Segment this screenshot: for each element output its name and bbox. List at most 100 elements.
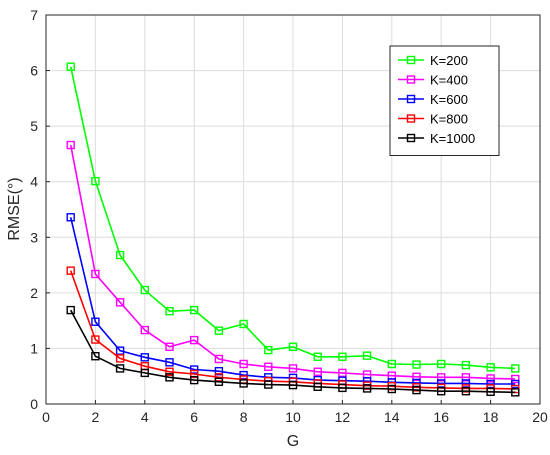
data-point bbox=[288, 380, 298, 390]
data-point bbox=[313, 352, 322, 361]
data-point bbox=[189, 335, 199, 345]
data-point bbox=[165, 373, 174, 382]
x-tick-label: 6 bbox=[190, 409, 198, 425]
legend-marker bbox=[406, 133, 416, 143]
data-point bbox=[189, 365, 199, 374]
y-tick-label: 1 bbox=[30, 340, 38, 356]
x-tick-label: 20 bbox=[532, 409, 548, 425]
data-point bbox=[362, 384, 372, 393]
data-point bbox=[511, 364, 520, 373]
data-point bbox=[338, 383, 347, 393]
data-point bbox=[165, 367, 174, 376]
legend-marker bbox=[406, 94, 416, 104]
x-axis-label: G bbox=[287, 433, 299, 450]
y-tick-label: 0 bbox=[30, 396, 38, 412]
data-point bbox=[214, 373, 224, 382]
series-group bbox=[66, 62, 520, 397]
legend-label: K=600 bbox=[430, 92, 468, 107]
data-point bbox=[486, 387, 495, 396]
data-point bbox=[115, 364, 125, 373]
legend-entry: K=400 bbox=[398, 73, 468, 88]
data-point bbox=[91, 352, 100, 361]
x-tick-label: 14 bbox=[384, 409, 400, 425]
data-point bbox=[313, 367, 322, 376]
y-tick-label: 5 bbox=[30, 118, 38, 134]
data-point bbox=[214, 326, 224, 335]
data-point bbox=[412, 360, 421, 369]
y-tick-label: 4 bbox=[30, 174, 38, 190]
data-point bbox=[511, 388, 520, 397]
data-point bbox=[486, 363, 495, 372]
data-point bbox=[239, 370, 248, 380]
y-axis-label: RMSE(°) bbox=[6, 177, 23, 240]
data-point bbox=[66, 62, 75, 71]
legend-label: K=400 bbox=[430, 73, 468, 88]
data-point bbox=[437, 379, 446, 388]
data-point bbox=[189, 375, 199, 385]
data-point bbox=[239, 319, 248, 329]
x-tick-label: 16 bbox=[433, 409, 449, 425]
legend-entry: K=800 bbox=[398, 112, 468, 127]
data-point bbox=[140, 285, 150, 295]
data-point bbox=[165, 306, 174, 316]
data-point bbox=[437, 359, 446, 369]
data-point bbox=[387, 359, 396, 369]
data-point bbox=[140, 353, 150, 362]
legend-label: K=1000 bbox=[430, 131, 475, 146]
data-point bbox=[412, 372, 421, 381]
data-point bbox=[91, 335, 100, 344]
legend-label: K=200 bbox=[430, 53, 468, 68]
data-point bbox=[165, 358, 174, 367]
legend-entry: K=200 bbox=[398, 53, 468, 68]
x-tick-label: 8 bbox=[240, 409, 248, 425]
data-point bbox=[461, 360, 471, 370]
y-tick-label: 7 bbox=[30, 7, 38, 23]
x-tick-label: 0 bbox=[42, 409, 50, 425]
data-point bbox=[189, 369, 199, 379]
data-point bbox=[66, 213, 75, 222]
data-point bbox=[437, 387, 446, 396]
data-point bbox=[264, 345, 273, 355]
series-k-1000 bbox=[66, 305, 520, 397]
data-point bbox=[165, 342, 174, 351]
data-point bbox=[239, 379, 248, 388]
data-point bbox=[66, 266, 75, 275]
data-point bbox=[412, 385, 421, 395]
legend-entry: K=1000 bbox=[398, 131, 475, 146]
series-line bbox=[69, 309, 516, 394]
data-point bbox=[264, 380, 273, 389]
data-point bbox=[239, 359, 248, 369]
series-line bbox=[69, 144, 516, 380]
x-tick-label: 4 bbox=[141, 409, 149, 425]
data-point bbox=[437, 373, 446, 382]
data-point bbox=[288, 364, 298, 373]
x-tick-label: 12 bbox=[335, 409, 351, 425]
data-point bbox=[140, 368, 150, 378]
series-line bbox=[69, 66, 516, 370]
data-point bbox=[461, 379, 471, 388]
data-point bbox=[214, 367, 224, 376]
data-point bbox=[91, 317, 100, 326]
series-k-200 bbox=[66, 62, 520, 373]
data-point bbox=[486, 379, 495, 389]
data-point bbox=[362, 351, 372, 360]
data-point bbox=[214, 354, 224, 364]
data-point bbox=[115, 250, 125, 260]
legend-marker bbox=[406, 75, 416, 84]
legend: K=200 K=400 K=600 K=800 K=1000 bbox=[389, 45, 500, 156]
data-point bbox=[387, 384, 396, 394]
data-point bbox=[66, 305, 75, 315]
x-tick-label: 2 bbox=[92, 409, 100, 425]
data-point bbox=[140, 325, 150, 335]
data-point bbox=[338, 368, 347, 378]
data-point bbox=[511, 379, 520, 389]
data-point bbox=[264, 362, 273, 371]
legend-entry: K=600 bbox=[398, 92, 468, 107]
x-tick-label: 10 bbox=[285, 409, 301, 425]
data-point bbox=[91, 176, 100, 186]
data-point bbox=[115, 346, 125, 355]
data-point bbox=[115, 354, 125, 363]
data-point bbox=[486, 374, 495, 383]
y-tick-label: 2 bbox=[30, 285, 38, 301]
